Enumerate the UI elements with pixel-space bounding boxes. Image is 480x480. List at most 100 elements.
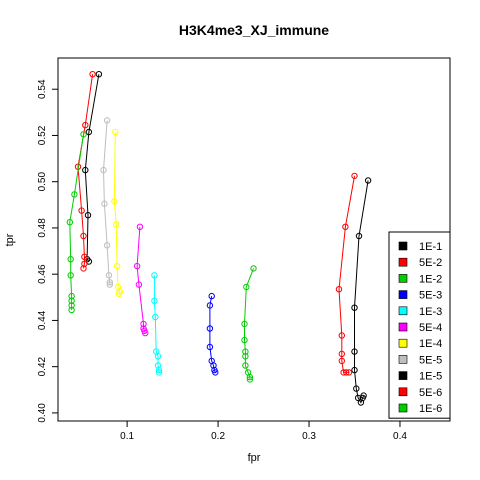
y-tick-label: 0.42 <box>37 356 48 376</box>
data-point <box>68 292 75 300</box>
data-point <box>351 366 358 374</box>
data-point <box>112 128 119 136</box>
data-point <box>113 262 121 270</box>
legend-item: 5E-3 <box>398 290 442 302</box>
legend-swatch <box>398 241 408 251</box>
series-5E-6 <box>335 172 358 376</box>
data-point <box>80 265 87 272</box>
data-point <box>241 336 248 344</box>
data-point <box>68 302 75 309</box>
y-tick-label: 0.46 <box>37 264 48 284</box>
data-point <box>67 272 74 279</box>
data-point <box>351 304 358 311</box>
legend-item: 5E-6 <box>398 387 442 399</box>
data-point <box>80 131 87 138</box>
data-point <box>210 362 217 369</box>
legend-item: 1E-4 <box>398 338 442 350</box>
data-point <box>85 128 93 136</box>
data-point <box>351 348 358 355</box>
data-point <box>241 320 248 328</box>
legend-label: 1E-1 <box>419 241 442 253</box>
series-1E-1 <box>82 71 103 265</box>
data-point <box>345 369 353 376</box>
data-point <box>84 212 92 219</box>
data-point <box>152 313 159 321</box>
series-line <box>113 131 121 294</box>
data-point <box>206 343 214 351</box>
data-point <box>106 279 114 286</box>
legend-item: 1E-6 <box>398 403 442 415</box>
data-point <box>355 232 363 240</box>
data-point <box>78 207 85 214</box>
data-point <box>80 232 87 240</box>
data-point <box>338 332 345 339</box>
data-point <box>133 262 141 270</box>
data-point <box>66 219 74 226</box>
data-point <box>101 200 108 207</box>
data-point <box>351 172 358 180</box>
legend-item: 1E-1 <box>398 241 442 253</box>
legend-label: 1E-4 <box>419 338 442 350</box>
data-point <box>68 297 75 304</box>
data-point <box>206 325 214 332</box>
series-1E-4 <box>111 128 124 297</box>
series-line <box>136 226 146 334</box>
legend-item: 1E-5 <box>398 371 442 383</box>
series-line <box>69 134 84 310</box>
series-layer <box>66 71 372 406</box>
data-point <box>242 362 249 369</box>
x-tick-label: 0.4 <box>393 431 407 442</box>
data-point <box>335 286 343 293</box>
y-tick-label: 0.40 <box>37 403 48 423</box>
data-point <box>338 357 345 365</box>
data-point <box>113 221 120 228</box>
y-axis: 0.40 0.42 0.44 0.46 0.48 0.50 0.52 0.54 <box>37 79 59 423</box>
data-point <box>338 350 345 358</box>
data-point <box>343 369 350 376</box>
data-point <box>81 253 88 260</box>
legend-label: 5E-5 <box>419 354 442 366</box>
legend-swatch <box>398 257 408 267</box>
data-point <box>242 348 249 355</box>
legend-swatch <box>398 355 408 364</box>
data-point <box>364 177 372 184</box>
legend-item: 5E-2 <box>398 257 442 269</box>
data-point <box>142 329 149 337</box>
data-point <box>103 117 111 124</box>
data-point <box>140 320 147 328</box>
legend-swatch <box>398 322 408 332</box>
series-1E-2 <box>66 131 87 314</box>
legend-swatch <box>398 371 408 380</box>
data-point <box>243 283 250 291</box>
legend-label: 5E-6 <box>419 387 442 399</box>
data-point <box>67 256 74 263</box>
legend-swatch <box>398 338 408 348</box>
data-point <box>151 272 158 279</box>
legend-swatch <box>398 403 408 413</box>
data-point <box>106 281 114 288</box>
data-point <box>250 265 257 272</box>
data-point <box>154 353 162 360</box>
x-tick-label: 0.3 <box>302 431 316 442</box>
series-line <box>153 275 160 373</box>
series-1E-5 <box>351 177 372 406</box>
legend-swatch <box>398 387 408 397</box>
series-1E-3 <box>151 272 163 376</box>
series-line <box>338 175 355 373</box>
y-axis-label: tpr <box>4 233 16 246</box>
data-point <box>82 166 89 174</box>
legend-swatch <box>398 274 408 283</box>
legend-item: 5E-4 <box>398 322 442 334</box>
data-point <box>103 242 111 249</box>
series-5E-3 <box>206 292 219 376</box>
y-tick-label: 0.52 <box>37 125 48 145</box>
series-line <box>209 296 216 373</box>
data-point <box>82 121 89 129</box>
data-point <box>155 369 163 376</box>
legend-item: 1E-2 <box>398 273 442 285</box>
legend-item: 5E-5 <box>398 354 442 366</box>
data-point <box>115 290 123 297</box>
data-point <box>89 71 96 78</box>
data-point <box>135 281 143 288</box>
